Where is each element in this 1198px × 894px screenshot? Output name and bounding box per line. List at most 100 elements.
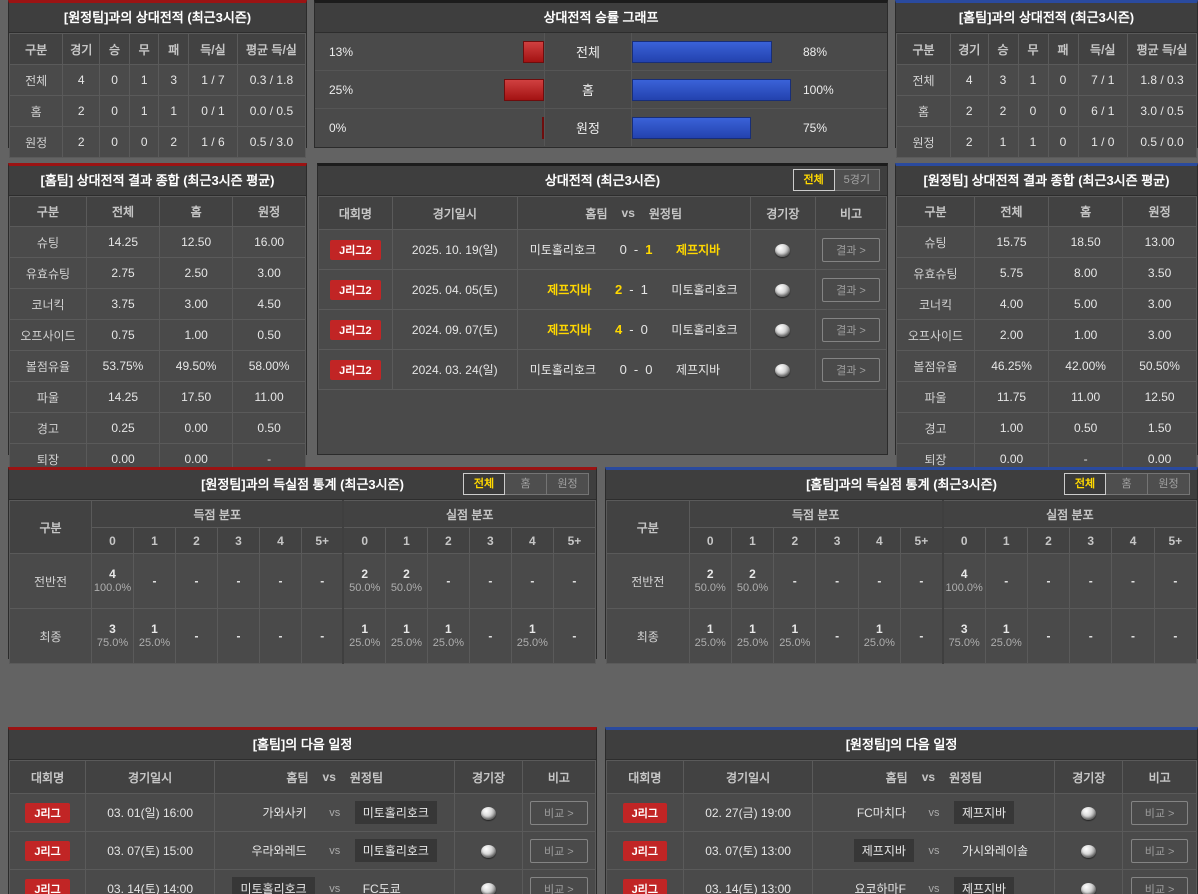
- league-badge: J리그: [622, 840, 668, 861]
- away-team-record-panel: [원정팀]과의 상대전적 (최근3시즌) 구분 경기 승 무 패 득/실 평균 …: [8, 0, 307, 158]
- stadium-globe-icon[interactable]: [1081, 882, 1097, 894]
- result-button[interactable]: 결과 >: [822, 357, 880, 382]
- home-team-name: FC마치다: [856, 806, 906, 820]
- away-team-name: 제프지바: [953, 877, 1015, 894]
- compare-button[interactable]: 비교 >: [529, 838, 588, 863]
- red-bar-zone: [385, 109, 544, 146]
- col-header: 패: [158, 33, 190, 65]
- tab-away[interactable]: 원정: [547, 473, 589, 495]
- compare-button[interactable]: 비교 >: [1130, 838, 1189, 863]
- goal-cell: -: [984, 553, 1028, 609]
- tab-home[interactable]: 홈: [505, 473, 547, 495]
- compare-button[interactable]: 비교 >: [1130, 876, 1189, 894]
- col-header: 대회명: [318, 196, 393, 230]
- cell: 3: [987, 64, 1019, 96]
- match-date: 2024. 03. 24(일): [391, 349, 518, 390]
- table-row: 전반전 2 50.0% 2 50.0% - - - - 4 100.0% - - - …: [606, 553, 1198, 609]
- score-col: 1: [133, 527, 176, 554]
- goal-cell: -: [175, 608, 218, 664]
- cell: 1: [987, 126, 1019, 158]
- col-header: 득/실: [1077, 33, 1128, 65]
- goal-cell: 4 100.0%: [941, 553, 986, 609]
- cell: 1: [158, 95, 190, 127]
- col-header-vs: vs: [921, 770, 936, 784]
- league-badge: J리그: [25, 840, 70, 861]
- compare-button[interactable]: 비교 >: [529, 876, 588, 894]
- stadium-globe-icon[interactable]: [1081, 806, 1097, 820]
- compare-button[interactable]: 비교 >: [529, 800, 588, 825]
- panel-title-text: 상대전적 (최근3시즌): [544, 173, 661, 188]
- table-row: 유효슈팅 2.75 2.50 3.00: [9, 257, 306, 289]
- cell: 0.25: [85, 412, 161, 444]
- score-separator: -: [633, 242, 639, 257]
- away-score: 0: [645, 362, 653, 377]
- goal-cell: 1 25.0%: [426, 608, 470, 664]
- tab-home[interactable]: 홈: [1106, 473, 1148, 495]
- score-col: 0: [688, 527, 732, 554]
- winrate-chart-panel: 상대전적 승률 그래프 13% 전체 88% 25% 홈 100% 0% 원정: [314, 0, 888, 148]
- goal-cell: 1 25.0%: [773, 608, 817, 664]
- home-score: 0: [619, 362, 627, 377]
- panel-title: [원정팀]과의 상대전적 (최근3시즌): [9, 3, 306, 33]
- stadium-globe-icon[interactable]: [775, 243, 791, 257]
- stadium-globe-icon[interactable]: [1081, 844, 1097, 858]
- cell: 50.50%: [1122, 350, 1197, 382]
- match-date: 03. 14(토) 13:00: [682, 869, 814, 894]
- goal-cell: 2 50.0%: [342, 553, 386, 609]
- table-row: 홈 2 2 0 0 6 / 1 3.0 / 0.5: [896, 95, 1197, 127]
- match-row: J리그2 2025. 04. 05(토) 제프지바 2-1 미토홀리호크 결과 …: [318, 269, 888, 310]
- header-row: 구분 경기 승 무 패 득/실 평균 득/실: [8, 33, 307, 65]
- cell: 3.0 / 0.5: [1127, 95, 1197, 127]
- cell: 15.75: [973, 226, 1050, 258]
- cell: 0: [1017, 95, 1049, 127]
- goal-cell: 4 100.0%: [91, 553, 135, 609]
- home-score: 0: [619, 242, 627, 257]
- row-label: 경고: [896, 412, 975, 444]
- result-button[interactable]: 결과 >: [822, 277, 880, 302]
- tab-away[interactable]: 원정: [1148, 473, 1190, 495]
- stadium-globe-icon[interactable]: [481, 844, 497, 858]
- goal-cell: -: [1153, 553, 1198, 609]
- tab-all[interactable]: 전체: [792, 169, 835, 191]
- stadium-globe-icon[interactable]: [481, 882, 497, 894]
- blue-bar-zone: [632, 33, 791, 70]
- col-header-away: 원정팀: [949, 770, 983, 785]
- goal-cell: 1 25.0%: [510, 608, 554, 664]
- away-score: 0: [640, 322, 648, 337]
- row-label: 슈팅: [896, 226, 975, 258]
- score-col: 2: [773, 527, 817, 554]
- cell: 3.00: [159, 288, 234, 320]
- table-row: 경고 1.00 0.50 1.50: [896, 412, 1197, 444]
- goal-cell: -: [300, 553, 344, 609]
- panel-title: [홈팀]과의 상대전적 (최근3시즌): [896, 3, 1197, 33]
- result-button[interactable]: 결과 >: [822, 237, 880, 262]
- panel-title: [원정팀]과의 득실점 통계 (최근3시즌) 전체 홈 원정: [9, 470, 596, 500]
- col-header-home: 홈팀: [885, 770, 908, 785]
- col-header: 무: [128, 33, 160, 65]
- away-team-name: 미토홀리호크: [671, 323, 738, 337]
- stadium-globe-icon[interactable]: [775, 363, 791, 377]
- table-row: 최종 1 25.0% 1 25.0% 1 25.0% - 1 25.0% - 3 75.0…: [606, 608, 1198, 664]
- col-header: 경기: [62, 33, 101, 65]
- tab-5games[interactable]: 5경기: [834, 169, 880, 191]
- cell: 1.00: [973, 412, 1050, 444]
- panel-title: [원정팀]의 다음 일정: [606, 730, 1197, 760]
- tab-all[interactable]: 전체: [463, 473, 505, 495]
- goal-distribution-table: 구분 득점 분포 실점 분포 0 1 2 3 4 5+ 0 1 2 3 4 5+ 전반전 2 50.0…: [606, 500, 1198, 664]
- col-header: 홈: [159, 196, 234, 227]
- tab-all[interactable]: 전체: [1064, 473, 1106, 495]
- stadium-globe-icon[interactable]: [775, 323, 791, 337]
- cell: 17.50: [159, 381, 234, 413]
- stadium-globe-icon[interactable]: [775, 283, 791, 297]
- col-header: 원정: [232, 196, 306, 227]
- red-bar-zone: [385, 33, 544, 70]
- result-button[interactable]: 결과 >: [822, 317, 880, 342]
- cell: 4: [950, 64, 989, 96]
- stadium-globe-icon[interactable]: [481, 806, 497, 820]
- away-team-name: 미토홀리호크: [354, 839, 437, 862]
- panel-title: [홈팀]과의 득실점 통계 (최근3시즌) 전체 홈 원정: [606, 470, 1197, 500]
- compare-button[interactable]: 비교 >: [1130, 800, 1189, 825]
- score-col: 3: [815, 527, 859, 554]
- vs-label: vs: [329, 806, 341, 819]
